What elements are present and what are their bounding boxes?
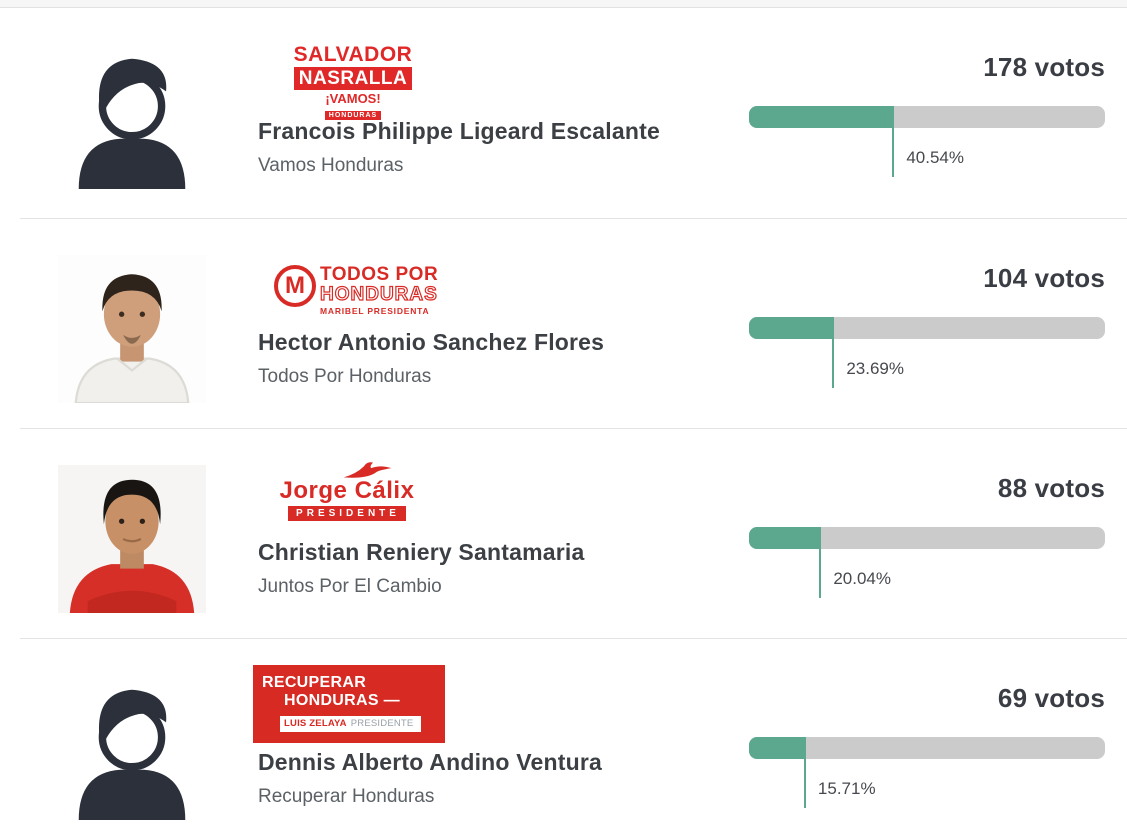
party-name: Vamos Honduras: [258, 155, 404, 176]
logo-text: SALVADOR: [293, 43, 413, 66]
vote-bar-track: [749, 527, 1105, 549]
avatar: [58, 675, 206, 823]
bird-icon: [343, 462, 391, 478]
vote-bar: 15.71%: [749, 737, 1105, 808]
party-name: Recuperar Honduras: [258, 786, 435, 807]
votes-count: 69 votos: [997, 683, 1105, 713]
logo-text: Jorge Cálix: [279, 477, 415, 504]
candidate-row[interactable]: RECUPERAR HONDURAS — LUIS ZELAYA PRESIDE…: [20, 638, 1127, 835]
vote-bar-fill: [749, 106, 894, 128]
logo-text: MARIBEL PRESIDENTA: [320, 306, 430, 316]
logo-monogram: M: [274, 265, 316, 307]
percent-label: 20.04%: [833, 569, 891, 588]
logo-text: NASRALLA: [293, 67, 413, 90]
candidate-photo: [58, 255, 206, 403]
percent-marker: [892, 106, 895, 177]
vote-bar: 20.04%: [749, 527, 1105, 598]
vote-bar-track: [749, 317, 1105, 339]
logo-text: HONDURAS —: [284, 692, 400, 709]
logo-text: ¡VAMOS!: [325, 91, 381, 106]
party-logo: RECUPERAR HONDURAS — LUIS ZELAYA PRESIDE…: [253, 665, 445, 743]
percent-label: 40.54%: [906, 148, 964, 167]
votes-count: 104 votos: [983, 263, 1105, 293]
results-list: SALVADOR NASRALLA ¡VAMOS! HONDURAS Franc…: [0, 8, 1127, 835]
logo-text: RECUPERAR: [262, 674, 367, 691]
percent-marker: [803, 737, 806, 808]
logo-text: HONDURAS: [319, 284, 438, 305]
vote-bar-track: [749, 106, 1105, 128]
logo-text: HONDURAS: [324, 111, 382, 120]
percent-label: 15.71%: [817, 779, 876, 798]
vote-bar-fill: [749, 317, 834, 339]
candidate-name: Francois Philippe Ligeard Escalante: [258, 118, 660, 144]
candidate-photo: [58, 465, 206, 613]
logo-text: PRESIDENTE: [350, 718, 414, 730]
party-logo: SALVADOR NASRALLA ¡VAMOS! HONDURAS: [283, 44, 423, 121]
candidate-name: Hector Antonio Sanchez Flores: [258, 329, 605, 355]
candidate-row[interactable]: SALVADOR NASRALLA ¡VAMOS! HONDURAS Franc…: [0, 8, 1127, 218]
top-divider: [0, 0, 1127, 8]
logo-text: TODOS POR: [320, 264, 439, 285]
party-name: Juntos Por El Cambio: [258, 576, 442, 597]
candidate-name: Dennis Alberto Andino Ventura: [258, 749, 603, 775]
logo-text: PRESIDENTE: [288, 506, 406, 521]
party-name: Todos Por Honduras: [258, 366, 432, 387]
candidate-name: Christian Reniery Santamaria: [258, 539, 585, 565]
vote-bar: 40.54%: [749, 106, 1105, 177]
candidate-row[interactable]: Jorge Cálix PRESIDENTE Christian Reniery…: [20, 428, 1127, 638]
vote-bar-track: [749, 737, 1105, 759]
avatar: [58, 44, 206, 192]
vote-bar-fill: [749, 737, 805, 759]
percent-marker: [832, 317, 835, 388]
percent-marker: [819, 527, 822, 598]
party-logo: Jorge Cálix PRESIDENTE: [277, 459, 417, 521]
vote-bar: 23.69%: [749, 317, 1105, 388]
votes-count: 88 votos: [997, 473, 1105, 503]
party-logo: M TODOS POR HONDURAS MARIBEL PRESIDENTA: [274, 265, 438, 316]
logo-text: LUIS ZELAYA: [284, 718, 347, 730]
candidate-row[interactable]: M TODOS POR HONDURAS MARIBEL PRESIDENTA …: [20, 218, 1127, 428]
vote-bar-fill: [749, 527, 821, 549]
votes-count: 178 votos: [983, 52, 1105, 82]
percent-label: 23.69%: [846, 359, 904, 378]
